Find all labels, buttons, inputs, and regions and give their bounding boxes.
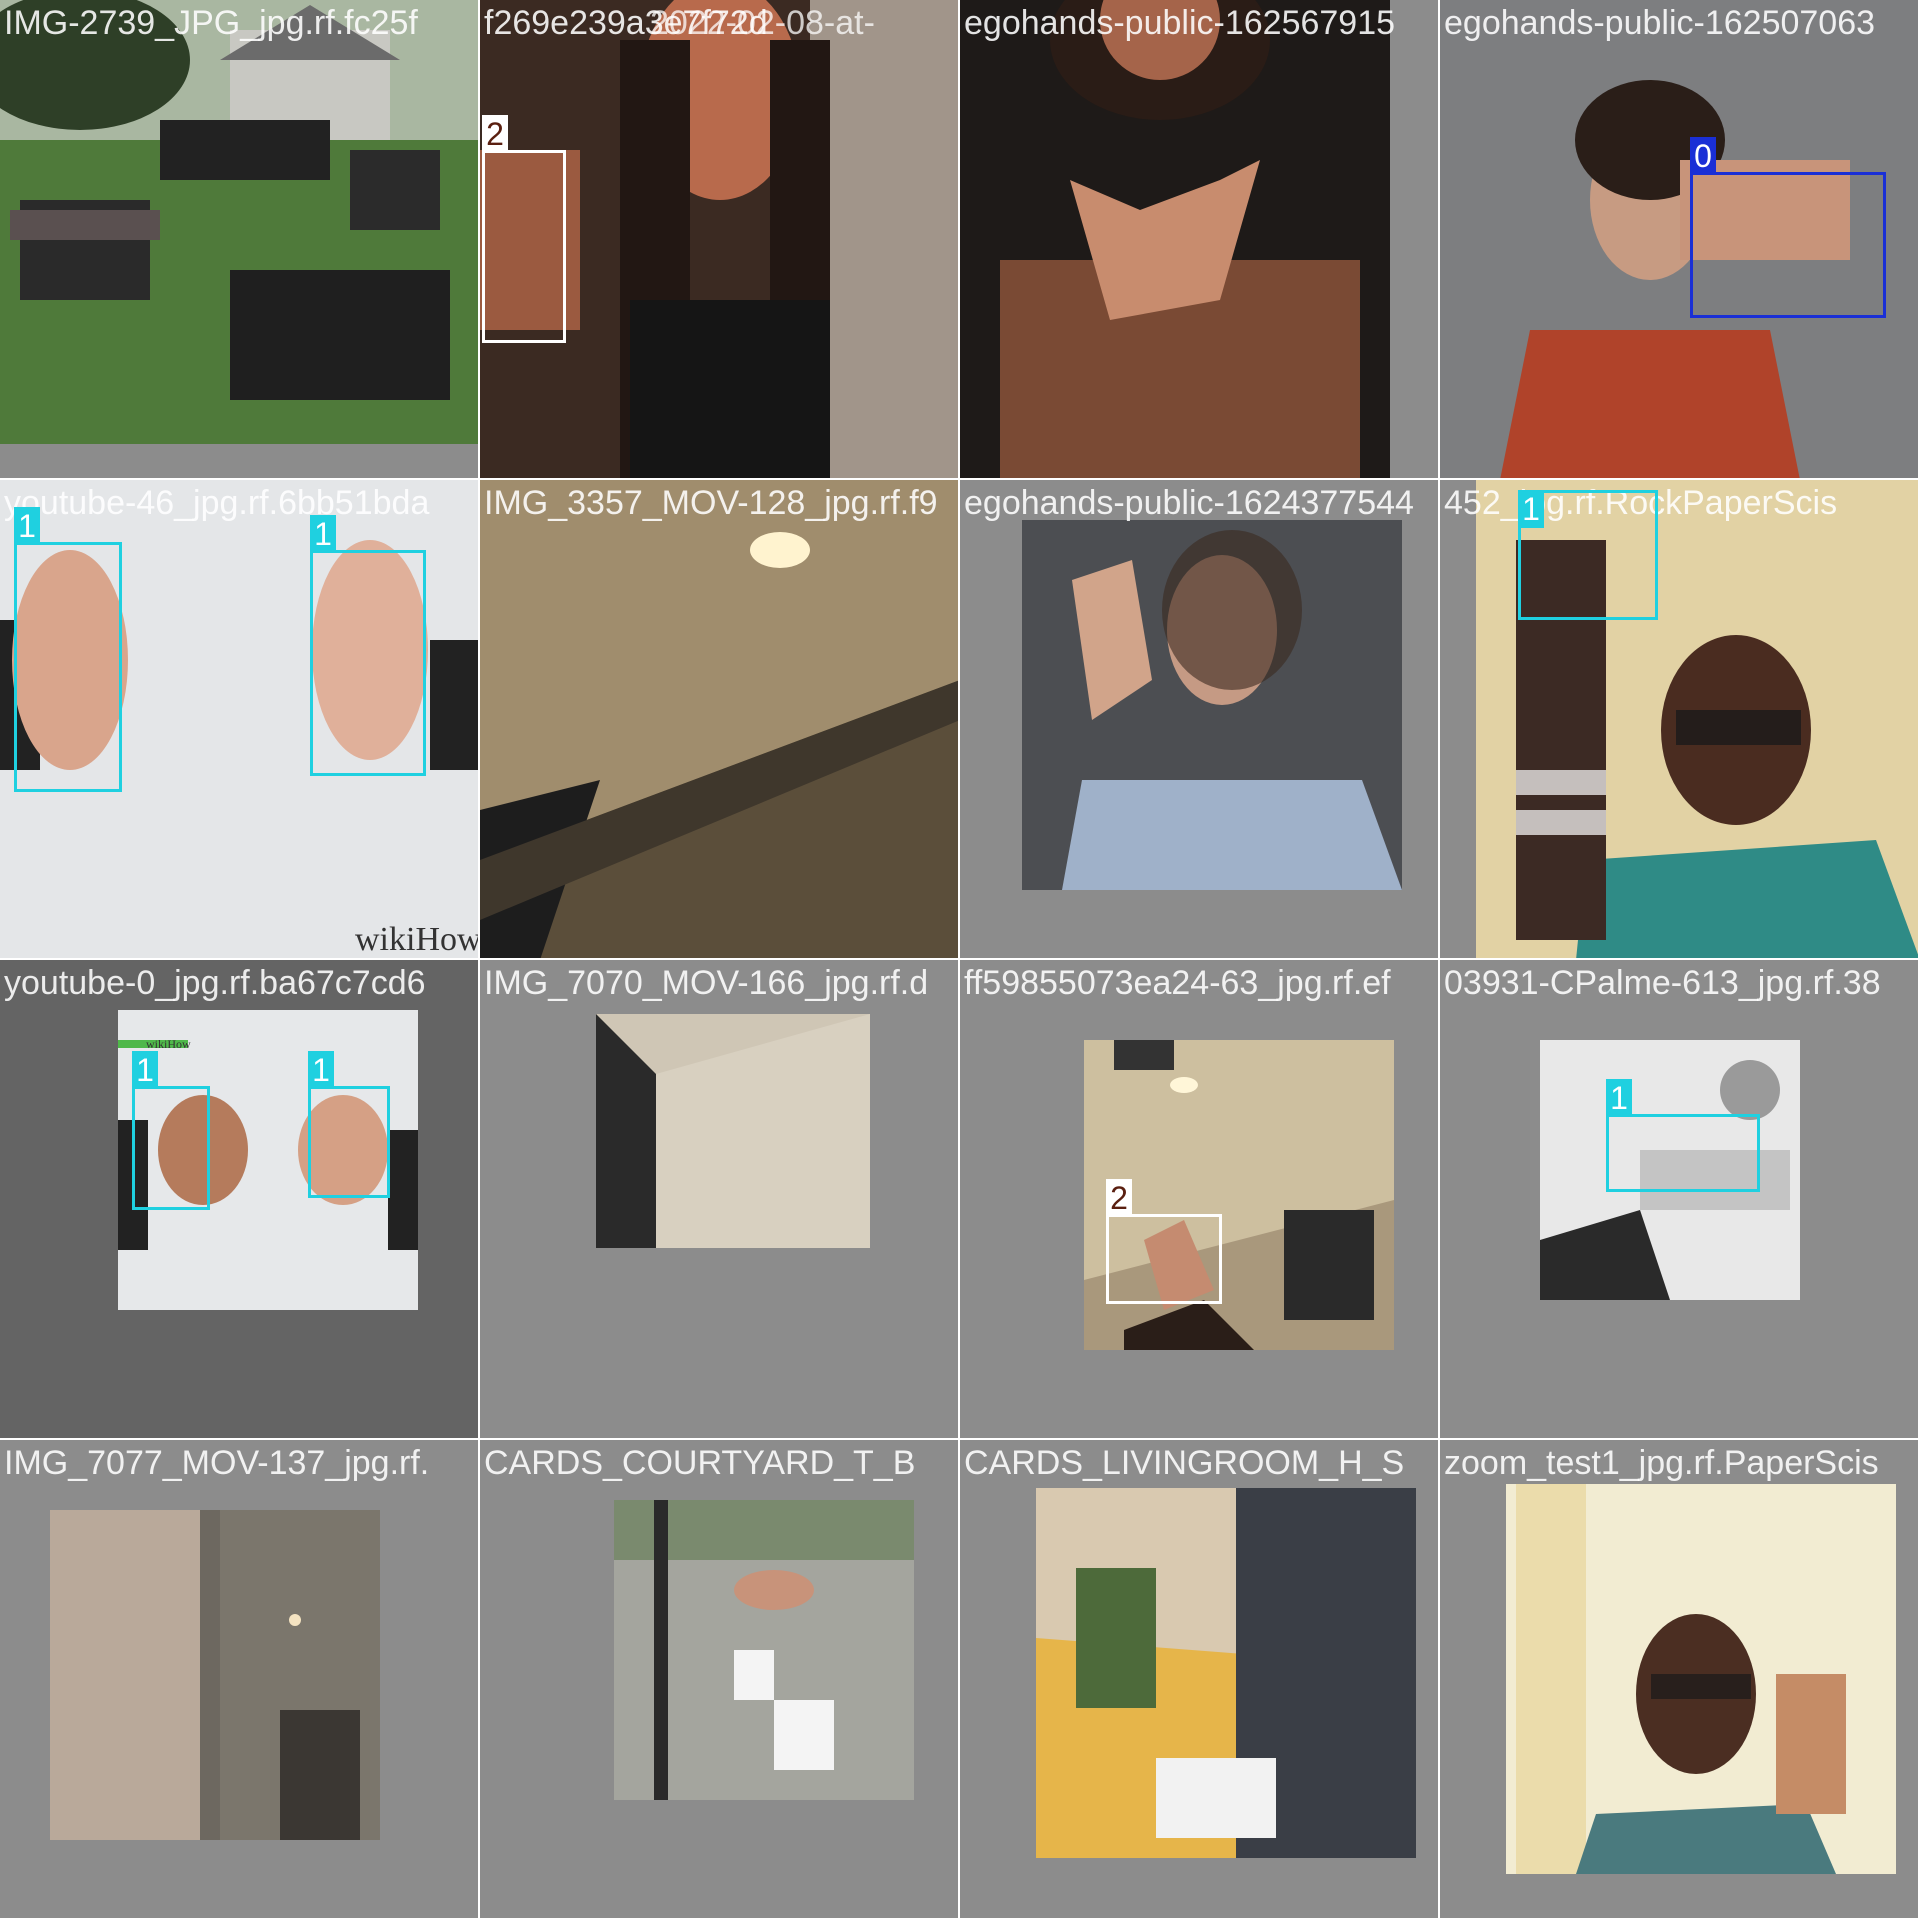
living-room-photo [50,1510,380,1840]
man-glasses-photo [1476,480,1918,958]
tile-woman-red-top: egohands-public-162507063 0 [1440,0,1920,480]
tile-two-fists-small: wikiHow youtube-0_jpg.rf.ba67c7cd6 1 1 [0,960,480,1440]
fists-small-photo: wikiHow [118,1010,418,1310]
woman-red-top-photo [1440,0,1918,478]
tile-ceiling-small: IMG_7070_MOV-166_jpg.rf.d [480,960,960,1440]
tile-garden: IMG-2739_JPG_jpg.rf.fc25f [0,0,480,480]
fists-photo: wikiHow [0,480,480,958]
man-thumbs-up-photo [1506,1484,1896,1874]
woman-ily-photo [960,0,1390,478]
tile-man-glasses: 452_jpg.rf.RockPaperScis 1 [1440,480,1920,960]
hand-bounding-box: 1 [132,1051,210,1210]
hand-bounding-box: 1 [310,515,426,776]
tile-cards-livingroom: CARDS_LIVINGROOM_H_S [960,1440,1440,1920]
tile-woman-peace: f269e239a3e7f72d 2022-02-08-at- 2 [480,0,960,480]
tile-woman-ily-sign: egohands-public-162567915 [960,0,1440,480]
grayscale-photo [1540,1040,1800,1300]
garden-photo [0,0,478,444]
hand-bounding-box: 1 [1606,1079,1760,1192]
tile-ceiling: IMG_3357_MOV-128_jpg.rf.f9 [480,480,960,960]
svg-text:wikiHow: wikiHow [355,921,480,958]
hand-bounding-box: 2 [482,115,566,343]
svg-text:wikiHow: wikiHow [146,1037,191,1051]
hand-bounding-box: 2 [1106,1179,1222,1304]
woman-photo [480,0,958,478]
hand-bounding-box: 1 [308,1051,390,1198]
hand-bounding-box: 1 [1518,490,1658,620]
hand-bounding-box: 0 [1690,137,1886,318]
tile-woman-blue-shirt: egohands-public-1624377544 [960,480,1440,960]
tile-living-room: IMG_7077_MOV-137_jpg.rf. [0,1440,480,1920]
tile-man-thumbs-up: zoom_test1_jpg.rf.PaperScis [1440,1440,1920,1920]
tile-two-fists: wikiHow youtube-46_jpg.rf.6bb51bda 1 1 [0,480,480,960]
cards-livingroom-photo [1036,1488,1416,1858]
woman-blue-shirt-photo [1022,520,1402,890]
cards-courtyard-photo [614,1500,914,1800]
hand-bounding-box: 1 [14,507,122,792]
tile-grayscale-fist: 03931-CPalme-613_jpg.rf.38 1 [1440,960,1920,1440]
ceiling-photo [480,480,958,958]
ceiling-small-photo [596,1014,870,1248]
tile-cards-courtyard: CARDS_COURTYARD_T_B [480,1440,960,1920]
tile-ceiling-hand: ff59855073ea24-63_jpg.rf.ef 2 [960,960,1440,1440]
ceiling-hand-photo [1084,1040,1394,1350]
